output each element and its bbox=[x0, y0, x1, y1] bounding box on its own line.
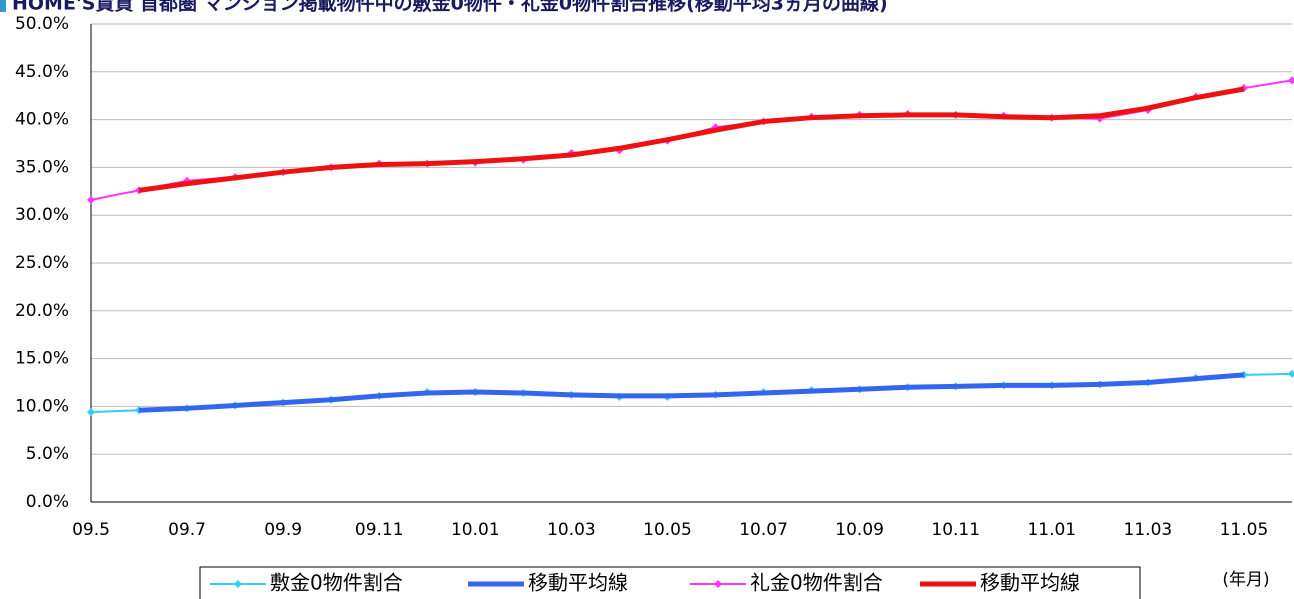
y-tick-label: 20.0% bbox=[15, 301, 69, 321]
legend-label: 礼金0物件割合 bbox=[750, 571, 883, 595]
legend-marker bbox=[714, 580, 722, 588]
legend-label: 移動平均線 bbox=[980, 571, 1080, 595]
chart-title: HOME'S賃貸 首都圏 マンション掲載物件中の敷金0物件・礼金0物件割合推移(… bbox=[12, 0, 888, 15]
legend-label: 移動平均線 bbox=[528, 571, 628, 595]
y-tick-label: 5.0% bbox=[26, 444, 69, 464]
series-line bbox=[90, 79, 1293, 201]
data-point bbox=[87, 195, 95, 204]
legend-box bbox=[199, 566, 1141, 599]
data-point bbox=[87, 408, 95, 417]
legend-marker bbox=[234, 580, 242, 588]
x-tick-label: 09.5 bbox=[72, 520, 110, 540]
y-tick-label: 30.0% bbox=[15, 205, 69, 225]
x-tick-label: 10.11 bbox=[931, 520, 980, 540]
x-tick-label: 10.05 bbox=[643, 520, 692, 540]
x-tick-label: 09.9 bbox=[264, 520, 302, 540]
y-tick-label: 0.0% bbox=[26, 492, 69, 512]
x-tick-label: 10.03 bbox=[547, 520, 596, 540]
x-tick-label: 10.09 bbox=[835, 520, 884, 540]
legend-label: 敷金0物件割合 bbox=[270, 571, 403, 595]
y-tick-label: 35.0% bbox=[15, 157, 69, 177]
x-tick-label: 11.01 bbox=[1027, 520, 1076, 540]
x-tick-label: 09.11 bbox=[355, 520, 404, 540]
series-line bbox=[138, 86, 1245, 193]
x-tick-label: 10.07 bbox=[739, 520, 788, 540]
y-tick-label: 50.0% bbox=[15, 14, 69, 34]
x-tick-label: 09.7 bbox=[168, 520, 206, 540]
y-tick-label: 40.0% bbox=[15, 110, 69, 130]
x-tick-label: 11.03 bbox=[1124, 520, 1173, 540]
x-tick-label: 11.05 bbox=[1220, 520, 1269, 540]
series-line bbox=[138, 372, 1245, 413]
x-tick-label: 10.01 bbox=[451, 520, 500, 540]
data-point bbox=[1288, 76, 1294, 85]
data-point bbox=[1288, 369, 1294, 378]
x-axis-label: (年月) bbox=[1222, 570, 1269, 590]
y-tick-label: 10.0% bbox=[15, 396, 69, 416]
y-tick-label: 15.0% bbox=[15, 349, 69, 369]
title-icon bbox=[0, 0, 6, 12]
y-tick-label: 25.0% bbox=[15, 253, 69, 273]
y-tick-label: 45.0% bbox=[15, 62, 69, 82]
